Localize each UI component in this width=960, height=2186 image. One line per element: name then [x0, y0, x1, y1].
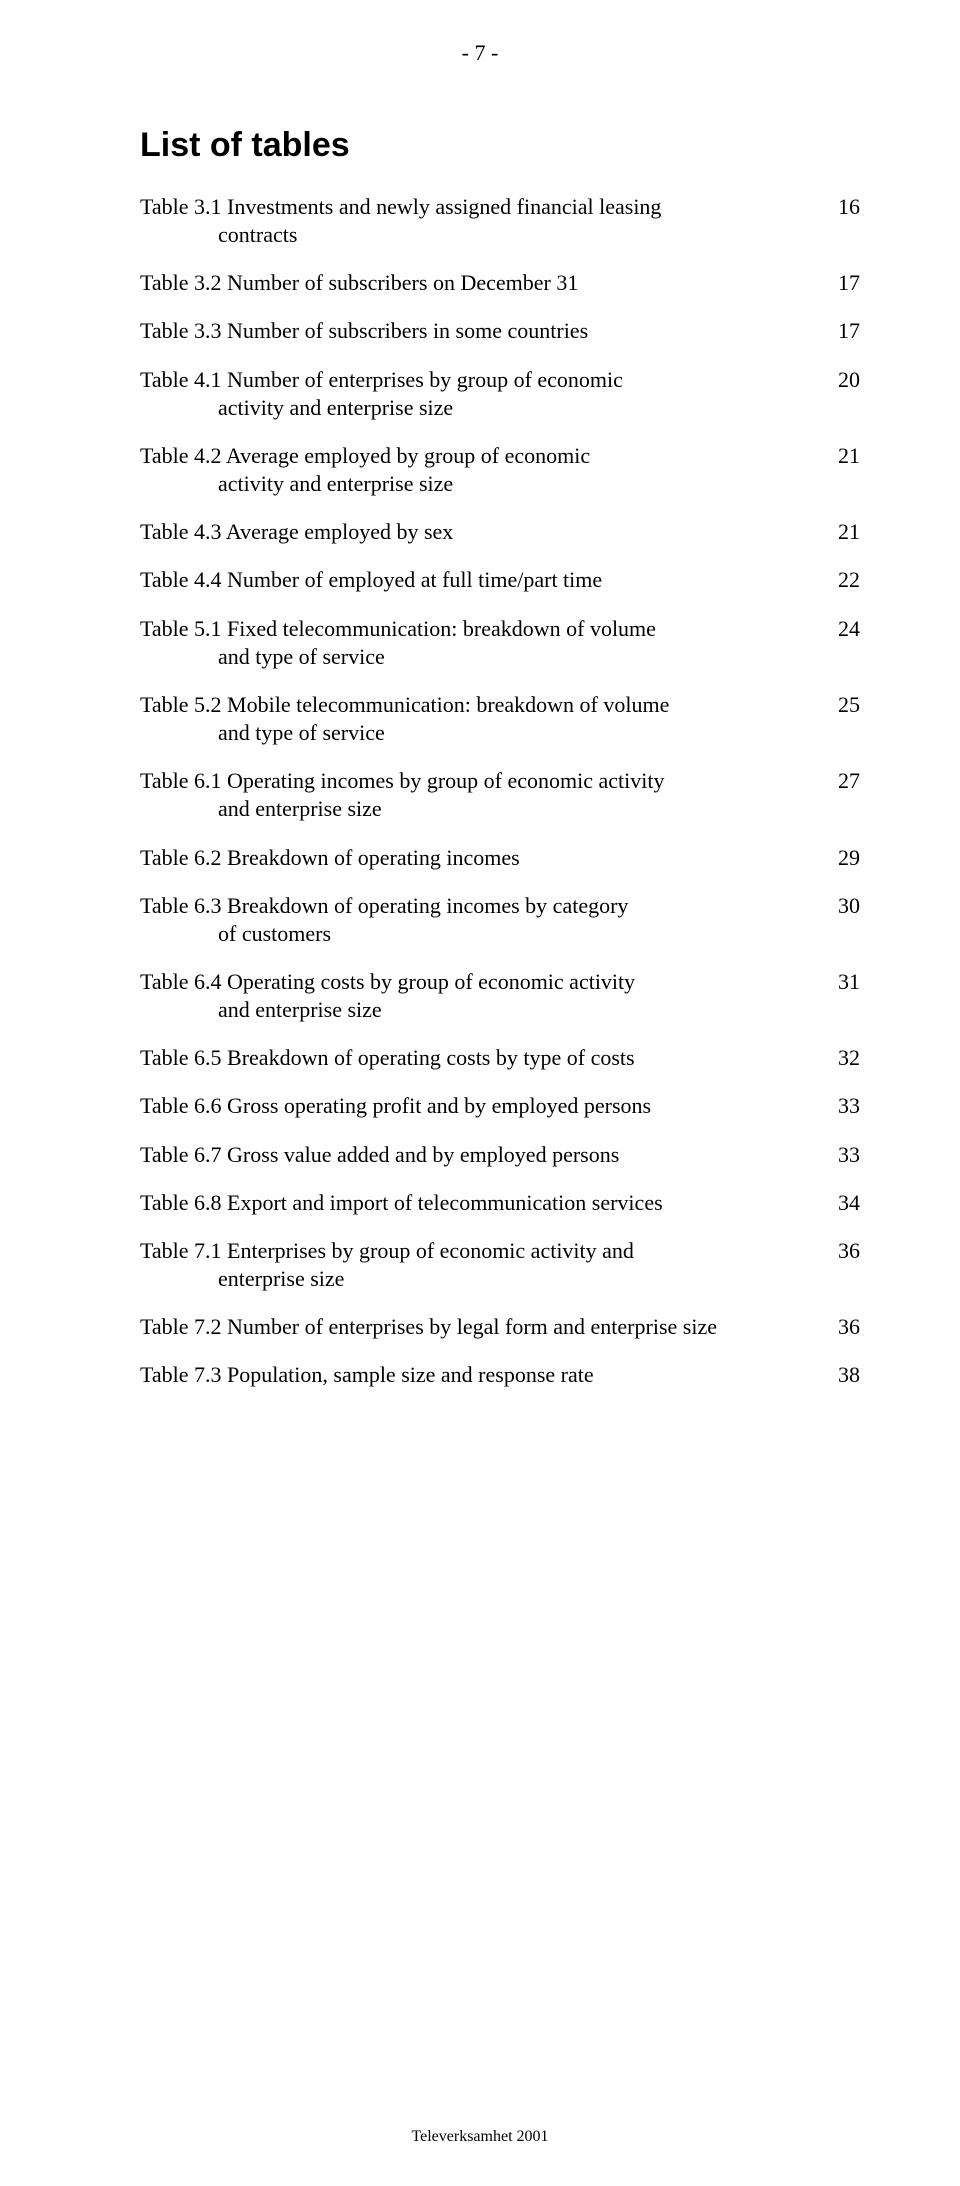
toc-entry-line2: and enterprise size [140, 795, 800, 823]
toc-entry-label: Table 6.4 Operating costs by group of ec… [140, 968, 820, 1024]
toc-entry-line1: Table 7.1 Enterprises by group of econom… [140, 1238, 634, 1263]
toc-entry-page: 21 [820, 518, 860, 546]
toc-entry-page: 16 [820, 193, 860, 221]
toc-entry-label: Table 7.1 Enterprises by group of econom… [140, 1237, 820, 1293]
toc-entry: Table 5.1 Fixed telecommunication: break… [140, 615, 860, 671]
toc-entry: Table 6.1 Operating incomes by group of … [140, 767, 860, 823]
toc-entry-page: 27 [820, 767, 860, 795]
toc-entry-label: Table 7.2 Number of enterprises by legal… [140, 1313, 820, 1341]
toc-entry-page: 36 [820, 1237, 860, 1265]
toc-entry-line2: of customers [140, 920, 800, 948]
toc-entry-line1: Table 6.7 Gross value added and by emplo… [140, 1142, 619, 1167]
toc-entry-line2: and type of service [140, 643, 800, 671]
toc-entry: Table 4.2 Average employed by group of e… [140, 442, 860, 498]
toc-entry-page: 32 [820, 1044, 860, 1072]
page-number: - 7 - [0, 0, 960, 126]
toc-entry-line1: Table 3.2 Number of subscribers on Decem… [140, 270, 578, 295]
toc-entry: Table 6.7 Gross value added and by emplo… [140, 1141, 860, 1169]
toc-entry-line1: Table 4.4 Number of employed at full tim… [140, 567, 602, 592]
toc-entry-label: Table 3.1 Investments and newly assigned… [140, 193, 820, 249]
toc-entry: Table 6.3 Breakdown of operating incomes… [140, 892, 860, 948]
toc-entry-label: Table 4.3 Average employed by sex [140, 518, 820, 546]
toc-entry-line1: Table 6.6 Gross operating profit and by … [140, 1093, 651, 1118]
toc-entry-page: 34 [820, 1189, 860, 1217]
toc-entry-label: Table 6.1 Operating incomes by group of … [140, 767, 820, 823]
toc-entry-label: Table 3.3 Number of subscribers in some … [140, 317, 820, 345]
toc-entry-label: Table 6.6 Gross operating profit and by … [140, 1092, 820, 1120]
toc-entry-line1: Table 6.5 Breakdown of operating costs b… [140, 1045, 635, 1070]
toc-entry-label: Table 4.1 Number of enterprises by group… [140, 366, 820, 422]
toc-entry-line2: activity and enterprise size [140, 394, 800, 422]
toc-entry-page: 25 [820, 691, 860, 719]
toc-entry-line1: Table 6.8 Export and import of telecommu… [140, 1190, 663, 1215]
toc-entry-line2: contracts [140, 221, 800, 249]
toc-entry-label: Table 6.7 Gross value added and by emplo… [140, 1141, 820, 1169]
toc-entry-page: 20 [820, 366, 860, 394]
toc-entry-label: Table 6.3 Breakdown of operating incomes… [140, 892, 820, 948]
toc-entry-line1: Table 4.1 Number of enterprises by group… [140, 367, 623, 392]
toc-entry: Table 5.2 Mobile telecommunication: brea… [140, 691, 860, 747]
content-area: List of tables Table 3.1 Investments and… [0, 126, 960, 1390]
toc-entry-label: Table 3.2 Number of subscribers on Decem… [140, 269, 820, 297]
toc-entry: Table 4.4 Number of employed at full tim… [140, 566, 860, 594]
toc-entry-line1: Table 3.1 Investments and newly assigned… [140, 194, 661, 219]
toc-entry-page: 24 [820, 615, 860, 643]
toc-entry-page: 30 [820, 892, 860, 920]
toc-entry-page: 21 [820, 442, 860, 470]
toc-entry: Table 3.2 Number of subscribers on Decem… [140, 269, 860, 297]
toc-entry-page: 17 [820, 269, 860, 297]
footer-text: Televerksamhet 2001 [0, 2128, 960, 2146]
toc-entry: Table 4.3 Average employed by sex 21 [140, 518, 860, 546]
list-of-tables-heading: List of tables [140, 126, 860, 165]
toc-entry-label: Table 5.2 Mobile telecommunication: brea… [140, 691, 820, 747]
toc-entry-label: Table 4.2 Average employed by group of e… [140, 442, 820, 498]
toc-entry-line1: Table 4.3 Average employed by sex [140, 519, 453, 544]
toc-entry-label: Table 7.3 Population, sample size and re… [140, 1361, 820, 1389]
toc-entry-line1: Table 5.2 Mobile telecommunication: brea… [140, 692, 669, 717]
toc-entry-page: 22 [820, 566, 860, 594]
toc-entry-label: Table 4.4 Number of employed at full tim… [140, 566, 820, 594]
toc-entry-page: 38 [820, 1361, 860, 1389]
toc-entry-line2: activity and enterprise size [140, 470, 800, 498]
toc-entry: Table 6.6 Gross operating profit and by … [140, 1092, 860, 1120]
toc-entry-line2: and enterprise size [140, 996, 800, 1024]
toc-entry: Table 7.1 Enterprises by group of econom… [140, 1237, 860, 1293]
toc-entry-label: Table 5.1 Fixed telecommunication: break… [140, 615, 820, 671]
toc-entry: Table 4.1 Number of enterprises by group… [140, 366, 860, 422]
toc-entry-page: 33 [820, 1141, 860, 1169]
toc-entry: Table 7.3 Population, sample size and re… [140, 1361, 860, 1389]
toc-entry: Table 3.1 Investments and newly assigned… [140, 193, 860, 249]
toc-entry-page: 17 [820, 317, 860, 345]
table-of-contents: Table 3.1 Investments and newly assigned… [140, 193, 860, 1390]
toc-entry-label: Table 6.8 Export and import of telecommu… [140, 1189, 820, 1217]
toc-entry-label: Table 6.5 Breakdown of operating costs b… [140, 1044, 820, 1072]
toc-entry-line1: Table 6.3 Breakdown of operating incomes… [140, 893, 628, 918]
toc-entry-line1: Table 6.4 Operating costs by group of ec… [140, 969, 635, 994]
toc-entry: Table 7.2 Number of enterprises by legal… [140, 1313, 860, 1341]
toc-entry-line2: and type of service [140, 719, 800, 747]
toc-entry-line1: Table 3.3 Number of subscribers in some … [140, 318, 588, 343]
toc-entry-page: 29 [820, 844, 860, 872]
toc-entry: Table 6.2 Breakdown of operating incomes… [140, 844, 860, 872]
toc-entry-line1: Table 7.3 Population, sample size and re… [140, 1362, 594, 1387]
toc-entry-line1: Table 4.2 Average employed by group of e… [140, 443, 590, 468]
toc-entry: Table 6.4 Operating costs by group of ec… [140, 968, 860, 1024]
toc-entry-label: Table 6.2 Breakdown of operating incomes [140, 844, 820, 872]
toc-entry: Table 6.8 Export and import of telecommu… [140, 1189, 860, 1217]
toc-entry: Table 6.5 Breakdown of operating costs b… [140, 1044, 860, 1072]
toc-entry-line1: Table 6.1 Operating incomes by group of … [140, 768, 664, 793]
toc-entry-line1: Table 6.2 Breakdown of operating incomes [140, 845, 520, 870]
toc-entry-line2: enterprise size [140, 1265, 800, 1293]
toc-entry-line1: Table 5.1 Fixed telecommunication: break… [140, 616, 656, 641]
toc-entry-page: 33 [820, 1092, 860, 1120]
toc-entry-page: 36 [820, 1313, 860, 1341]
toc-entry: Table 3.3 Number of subscribers in some … [140, 317, 860, 345]
toc-entry-page: 31 [820, 968, 860, 996]
toc-entry-line1: Table 7.2 Number of enterprises by legal… [140, 1314, 717, 1339]
